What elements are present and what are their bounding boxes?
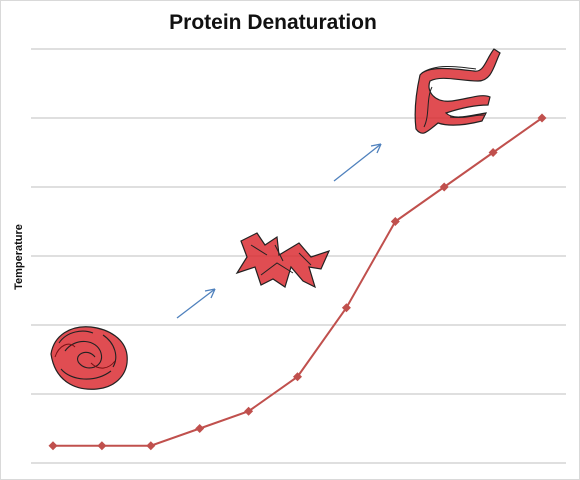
series-layer — [48, 113, 547, 451]
data-point — [97, 441, 107, 451]
data-point — [244, 406, 254, 416]
data-point — [341, 303, 351, 313]
series-line — [53, 117, 543, 447]
data-point — [48, 441, 58, 451]
chart-title: Protein Denaturation — [169, 11, 377, 34]
data-point — [488, 148, 498, 157]
folded-protein-illustration — [50, 326, 128, 390]
data-point — [439, 182, 449, 192]
unfolded-protein-illustration — [414, 48, 501, 134]
partially-unfolded-protein-illustration — [235, 232, 331, 289]
data-point — [195, 424, 205, 433]
data-point — [146, 441, 156, 451]
data-point — [390, 217, 400, 226]
transition-arrow — [333, 143, 382, 182]
data-point — [293, 372, 302, 382]
transition-arrow — [176, 288, 216, 319]
data-point — [537, 113, 547, 123]
